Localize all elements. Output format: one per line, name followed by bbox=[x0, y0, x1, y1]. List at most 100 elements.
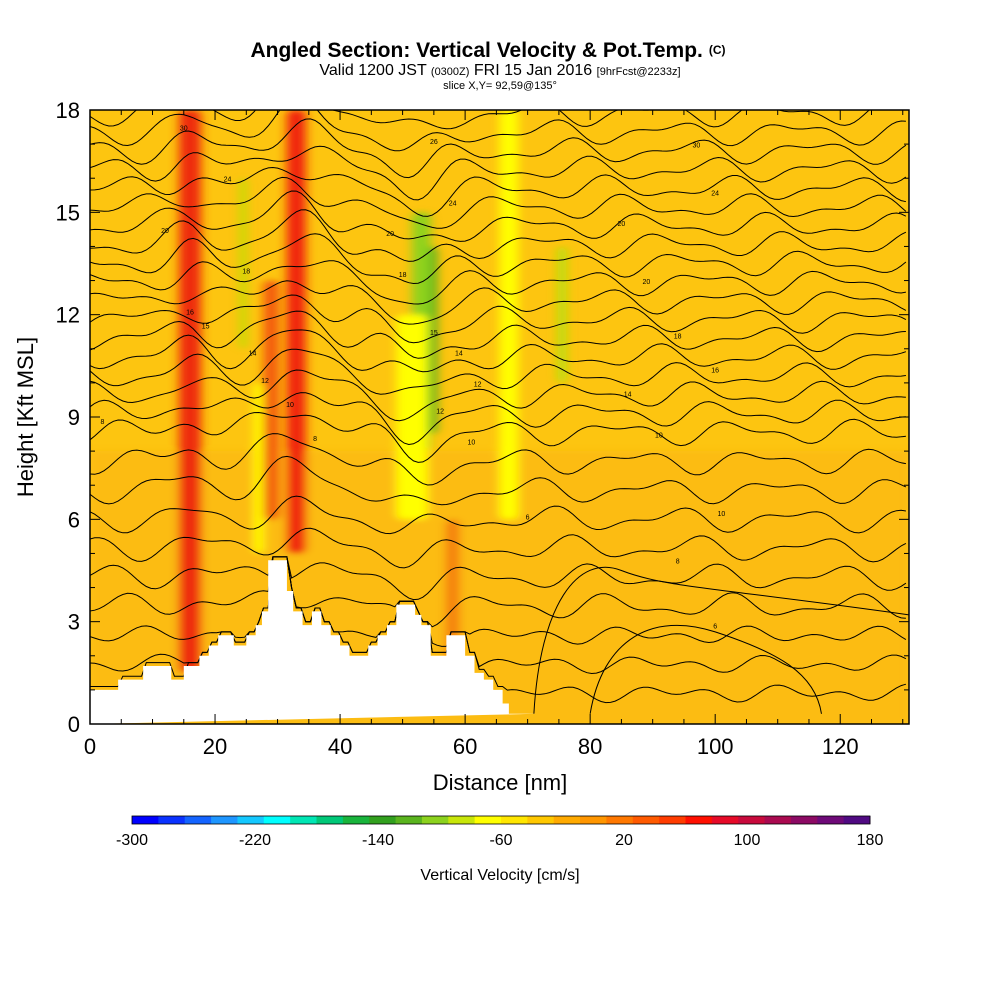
colorbar-swatch bbox=[632, 816, 660, 824]
colorbar-swatch bbox=[843, 816, 871, 824]
isentrope-line bbox=[90, 118, 907, 179]
colorbar-swatch bbox=[501, 816, 528, 824]
contour-label: 16 bbox=[186, 310, 194, 317]
isentrope-line bbox=[90, 527, 907, 569]
colorbar-swatch bbox=[290, 816, 317, 824]
contour-label: 30 bbox=[180, 125, 188, 132]
contour-label: 6 bbox=[526, 514, 530, 521]
contour-label: 24 bbox=[449, 201, 457, 208]
terrain bbox=[90, 560, 538, 724]
contour-label: 14 bbox=[249, 351, 257, 358]
velocity-feature-8 bbox=[446, 519, 459, 673]
colorbar-swatch bbox=[158, 816, 186, 824]
x-tick-label: 40 bbox=[328, 734, 352, 759]
colorbar-label: -140 bbox=[362, 832, 394, 849]
isentrope-line bbox=[90, 145, 907, 201]
colorbar-swatch bbox=[553, 816, 581, 824]
colorbar-swatch bbox=[817, 816, 845, 824]
x-tick-label: 80 bbox=[578, 734, 602, 759]
x-axis-label: Distance [nm] bbox=[433, 770, 568, 795]
y-tick-label: 9 bbox=[68, 405, 80, 430]
contour-label: 24 bbox=[711, 190, 719, 197]
contour-label: 6 bbox=[713, 623, 717, 630]
y-tick-label: 6 bbox=[68, 507, 80, 532]
isentrope-line bbox=[90, 166, 907, 217]
colorbar-swatch bbox=[342, 816, 370, 824]
velocity-feature-9 bbox=[557, 246, 567, 383]
y-axis-label: Height [Kft MSL] bbox=[13, 337, 38, 497]
contour-label: 18 bbox=[399, 272, 407, 279]
velocity-feature-3 bbox=[240, 178, 247, 349]
y-tick-label: 15 bbox=[56, 200, 80, 225]
contour-label: 20 bbox=[161, 228, 169, 235]
contour-label: 10 bbox=[467, 439, 475, 446]
contour-label: 12 bbox=[474, 381, 482, 388]
colorbar-label: -220 bbox=[239, 832, 271, 849]
isentrope-line bbox=[90, 280, 907, 325]
contour-label: 20 bbox=[618, 221, 626, 228]
velocity-feature-2 bbox=[263, 280, 280, 520]
contour-label: 18 bbox=[242, 269, 250, 276]
contour-label: 8 bbox=[313, 436, 317, 443]
contour-label: 10 bbox=[655, 432, 663, 439]
isentrope-line bbox=[90, 556, 906, 628]
colorbar-frame bbox=[131, 815, 871, 825]
x-tick-label: 100 bbox=[697, 734, 734, 759]
isentrope-line bbox=[90, 411, 906, 463]
isentrope-line bbox=[90, 209, 907, 262]
contour-label: 20 bbox=[386, 231, 394, 238]
colorbar-swatch bbox=[448, 816, 476, 824]
contour-label: 14 bbox=[455, 351, 463, 358]
colorbar-swatch bbox=[711, 816, 739, 824]
colorbar-swatch bbox=[738, 816, 766, 824]
x-tick-label: 120 bbox=[822, 734, 859, 759]
colorbar-swatch bbox=[132, 816, 159, 824]
colorbar-swatch bbox=[237, 816, 265, 824]
contour-label: 12 bbox=[436, 409, 444, 416]
colorbar-label: -300 bbox=[116, 832, 148, 849]
x-tick-label: 20 bbox=[203, 734, 227, 759]
colorbar-swatch bbox=[659, 816, 686, 824]
x-tick-label: 60 bbox=[453, 734, 477, 759]
x-axis: 0 20 40 60 80 100 120 bbox=[84, 110, 904, 759]
contour-label: 16 bbox=[711, 368, 719, 375]
contour-label: 26 bbox=[430, 139, 438, 146]
contour-label: 15 bbox=[430, 330, 438, 337]
contour-label: 10 bbox=[718, 511, 726, 518]
isentrope-line bbox=[90, 348, 906, 395]
contour-label: 8 bbox=[676, 559, 680, 566]
colorbar-title: Vertical Velocity [cm/s] bbox=[420, 867, 579, 884]
y-tick-label: 18 bbox=[56, 98, 80, 123]
colorbar-swatch bbox=[369, 816, 397, 824]
y-tick-label: 3 bbox=[68, 610, 80, 635]
isentrope-line bbox=[90, 260, 906, 305]
contour-labels: 30 26 30 24 24 24 20 20 20 18 18 20 16 15 15 18 14 14 16 12… bbox=[101, 125, 726, 630]
isentrope-line bbox=[90, 556, 907, 647]
colorbar-swatch bbox=[580, 816, 607, 824]
terrain-layer bbox=[90, 560, 538, 724]
isentrope-line bbox=[90, 455, 907, 506]
isentrope-line bbox=[90, 392, 906, 446]
contour-label: 18 bbox=[674, 334, 682, 341]
isentrope-line bbox=[589, 624, 822, 714]
contour-label: 10 bbox=[286, 402, 294, 409]
isentrope-line bbox=[90, 495, 906, 535]
isentrope-line bbox=[90, 233, 907, 285]
colorbar-swatch bbox=[685, 816, 713, 824]
contour-label: 8 bbox=[101, 419, 105, 426]
colorbar-label: 100 bbox=[734, 832, 761, 849]
chart-valid-time: Valid 1200 JST (0300Z) FRI 15 Jan 2016 [… bbox=[319, 62, 680, 79]
isentrope-line bbox=[90, 176, 907, 229]
plot-area: 30 26 30 24 24 24 20 20 20 18 18 20 16 15 15 18 14 14 16 12… bbox=[90, 110, 909, 724]
contour-label: 30 bbox=[693, 143, 701, 150]
isentrope-line bbox=[90, 433, 906, 486]
isentrope-line bbox=[90, 329, 907, 373]
isentrope-line bbox=[90, 294, 907, 344]
isentrope-line bbox=[90, 110, 870, 130]
velocity-feature-4 bbox=[254, 382, 264, 554]
colorbar-swatch bbox=[527, 816, 555, 824]
colorbar-label: 180 bbox=[857, 832, 884, 849]
colorbar-swatch bbox=[211, 816, 238, 824]
y-axis: 0 3 6 9 12 15 18 bbox=[56, 98, 909, 737]
